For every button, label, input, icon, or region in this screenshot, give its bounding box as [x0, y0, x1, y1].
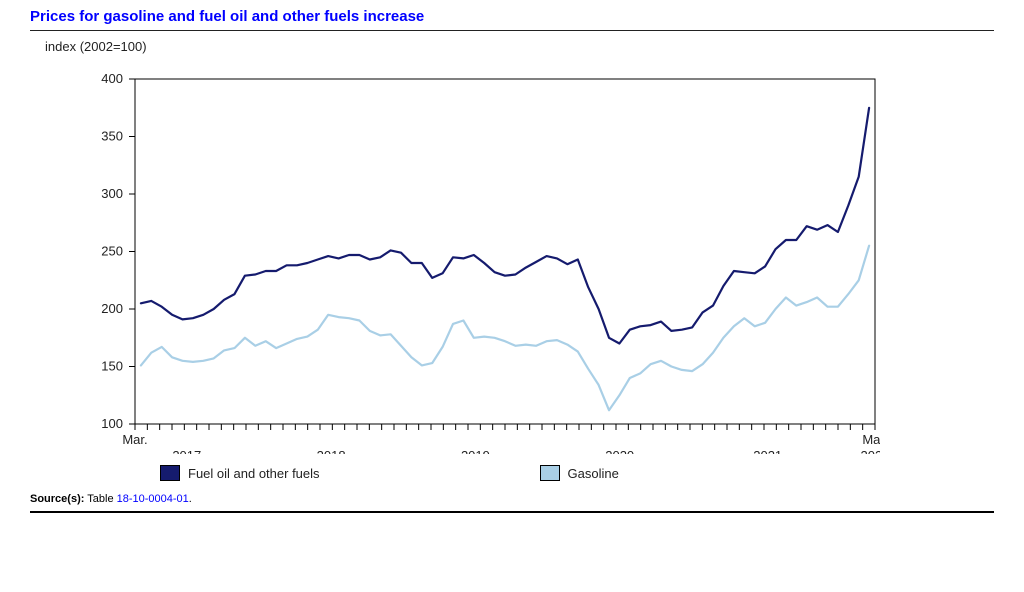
y-axis-title: index (2002=100): [45, 39, 994, 54]
svg-text:2020: 2020: [605, 448, 634, 454]
svg-text:2017: 2017: [172, 448, 201, 454]
title-divider: [30, 30, 994, 31]
svg-text:2019: 2019: [461, 448, 490, 454]
legend-item-gasoline: Gasoline: [540, 465, 619, 481]
source-prefix: Table: [84, 493, 116, 505]
source-suffix: .: [189, 493, 192, 505]
legend-swatch-gasoline: [540, 465, 560, 481]
svg-text:100: 100: [101, 416, 123, 431]
svg-text:400: 400: [101, 71, 123, 86]
legend-label-gasoline: Gasoline: [568, 466, 619, 481]
svg-text:300: 300: [101, 186, 123, 201]
svg-text:2022: 2022: [861, 448, 880, 454]
source-line: Source(s): Table 18-10-0004-01.: [30, 493, 994, 505]
svg-text:Mar.: Mar.: [122, 432, 147, 447]
svg-text:200: 200: [101, 301, 123, 316]
svg-text:2021: 2021: [753, 448, 782, 454]
svg-text:250: 250: [101, 244, 123, 259]
svg-text:350: 350: [101, 129, 123, 144]
legend: Fuel oil and other fuels Gasoline: [30, 465, 994, 481]
svg-text:2018: 2018: [317, 448, 346, 454]
chart-title: Prices for gasoline and fuel oil and oth…: [30, 8, 994, 27]
legend-item-fuel-oil: Fuel oil and other fuels: [160, 465, 320, 481]
line-chart: 100 150 200 250 300 350 400 Mar. 2017 2018 2019 202…: [30, 54, 880, 454]
source-link[interactable]: 18-10-0004-01: [117, 493, 189, 505]
bottom-divider: [30, 511, 994, 513]
source-label: Source(s):: [30, 493, 84, 505]
svg-text:150: 150: [101, 359, 123, 374]
svg-text:Mar.: Mar.: [862, 432, 880, 447]
legend-swatch-fuel-oil: [160, 465, 180, 481]
legend-label-fuel-oil: Fuel oil and other fuels: [188, 466, 320, 481]
